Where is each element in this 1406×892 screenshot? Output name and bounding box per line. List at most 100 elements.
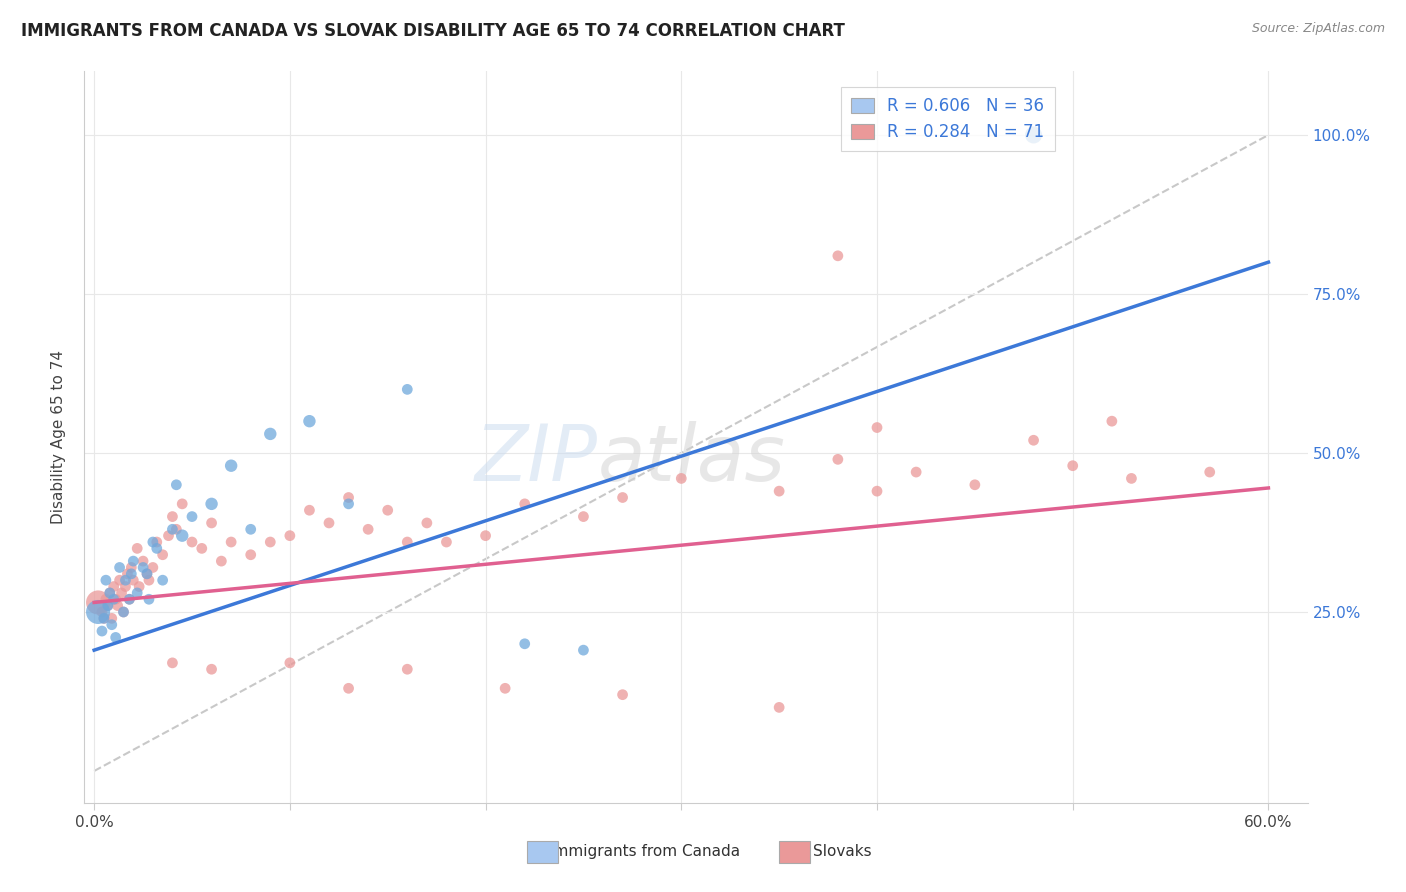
- Point: [298, 414, 321, 428]
- Point: [200, 497, 222, 511]
- Point: [396, 383, 419, 397]
- Point: [132, 560, 155, 574]
- Point: [122, 554, 145, 568]
- Point: [200, 662, 222, 676]
- Point: [768, 700, 790, 714]
- FancyBboxPatch shape: [527, 841, 558, 863]
- Point: [127, 586, 149, 600]
- Point: [1198, 465, 1220, 479]
- Point: [94, 573, 117, 587]
- Point: [87, 605, 110, 619]
- Point: [513, 637, 536, 651]
- Point: [100, 617, 122, 632]
- Point: [104, 592, 127, 607]
- Point: [671, 471, 693, 485]
- Point: [219, 458, 242, 473]
- Point: [1062, 458, 1084, 473]
- Point: [219, 535, 242, 549]
- Point: [146, 535, 169, 549]
- Point: [1121, 471, 1143, 485]
- Text: ZIP: ZIP: [475, 421, 598, 497]
- Point: [162, 509, 184, 524]
- Point: [259, 535, 281, 549]
- Point: [107, 599, 129, 613]
- Text: Immigrants from Canada: Immigrants from Canada: [550, 844, 741, 859]
- Point: [103, 580, 125, 594]
- Text: Slovaks: Slovaks: [814, 844, 872, 859]
- Point: [1022, 128, 1045, 142]
- Point: [120, 560, 142, 574]
- Point: [612, 491, 634, 505]
- Point: [827, 249, 849, 263]
- Point: [165, 477, 187, 491]
- Point: [612, 688, 634, 702]
- Point: [142, 560, 165, 574]
- Point: [416, 516, 439, 530]
- Point: [1022, 434, 1045, 448]
- Point: [494, 681, 516, 696]
- Point: [132, 554, 155, 568]
- Point: [152, 548, 174, 562]
- Point: [100, 611, 122, 625]
- Point: [112, 605, 135, 619]
- Point: [152, 573, 174, 587]
- Point: [94, 592, 117, 607]
- Point: [108, 573, 131, 587]
- Point: [93, 611, 115, 625]
- Point: [396, 535, 419, 549]
- Point: [278, 529, 301, 543]
- Point: [138, 573, 160, 587]
- Point: [162, 656, 184, 670]
- Point: [108, 560, 131, 574]
- Point: [572, 643, 595, 657]
- Point: [513, 497, 536, 511]
- Point: [114, 580, 136, 594]
- Point: [239, 522, 262, 536]
- Point: [138, 592, 160, 607]
- Point: [118, 592, 141, 607]
- Point: [572, 509, 595, 524]
- Point: [259, 426, 281, 441]
- Point: [181, 535, 204, 549]
- Point: [97, 599, 120, 613]
- Point: [357, 522, 380, 536]
- Point: [165, 522, 187, 536]
- FancyBboxPatch shape: [779, 841, 810, 863]
- Point: [172, 529, 194, 543]
- Point: [1101, 414, 1123, 428]
- Point: [768, 484, 790, 499]
- Point: [474, 529, 496, 543]
- Point: [142, 535, 165, 549]
- Point: [97, 599, 120, 613]
- Point: [337, 491, 360, 505]
- Point: [114, 573, 136, 587]
- Point: [118, 592, 141, 607]
- Legend: R = 0.606   N = 36, R = 0.284   N = 71: R = 0.606 N = 36, R = 0.284 N = 71: [841, 87, 1054, 152]
- Point: [827, 452, 849, 467]
- Point: [103, 592, 125, 607]
- Point: [91, 605, 114, 619]
- Point: [162, 522, 184, 536]
- Point: [396, 662, 419, 676]
- Point: [866, 420, 889, 434]
- Point: [127, 541, 149, 556]
- Point: [93, 611, 115, 625]
- Point: [112, 605, 135, 619]
- Point: [120, 566, 142, 581]
- Point: [377, 503, 399, 517]
- Point: [866, 484, 889, 499]
- Point: [318, 516, 340, 530]
- Point: [298, 503, 321, 517]
- Text: Source: ZipAtlas.com: Source: ZipAtlas.com: [1251, 22, 1385, 36]
- Point: [110, 586, 132, 600]
- Y-axis label: Disability Age 65 to 74: Disability Age 65 to 74: [51, 350, 66, 524]
- Point: [191, 541, 214, 556]
- Point: [181, 509, 204, 524]
- Point: [146, 541, 169, 556]
- Point: [98, 586, 121, 600]
- Point: [157, 529, 180, 543]
- Point: [239, 548, 262, 562]
- Point: [98, 586, 121, 600]
- Point: [87, 595, 110, 609]
- Point: [91, 624, 114, 638]
